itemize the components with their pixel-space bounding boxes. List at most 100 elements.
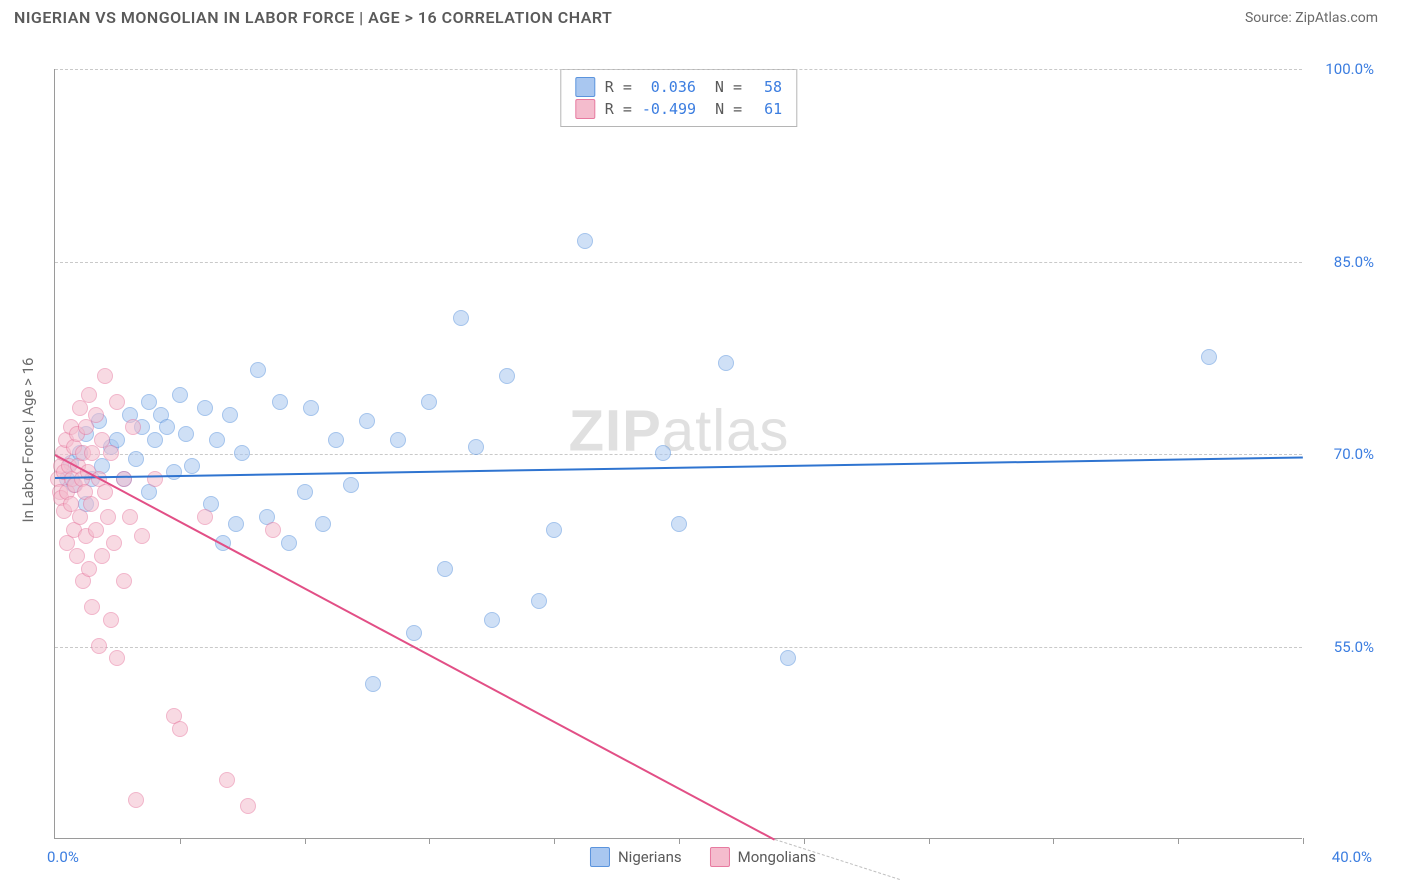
data-point	[421, 394, 437, 410]
legend-row: R =0.036 N =58	[575, 76, 782, 98]
data-point	[103, 445, 119, 461]
y-tick-label: 70.0%	[1334, 445, 1374, 463]
data-point	[499, 368, 515, 384]
data-point	[303, 400, 319, 416]
x-tick	[1303, 838, 1304, 844]
series-name: Mongolians	[738, 848, 816, 866]
data-point	[328, 432, 344, 448]
data-point	[234, 445, 250, 461]
data-point	[172, 721, 188, 737]
data-point	[1201, 349, 1217, 365]
legend-swatch	[575, 99, 595, 119]
r-value: -0.499	[642, 100, 696, 118]
y-tick-label: 100.0%	[1325, 60, 1374, 78]
series-name: Nigerians	[618, 848, 682, 866]
r-value: 0.036	[642, 78, 696, 96]
legend-swatch	[590, 847, 610, 867]
data-point	[453, 310, 469, 326]
data-point	[468, 439, 484, 455]
gridline	[55, 262, 1302, 263]
plot-region: ZIPatlas R =0.036 N =58R =-0.499 N =61 5…	[54, 69, 1302, 839]
data-point	[69, 548, 85, 564]
data-point	[343, 477, 359, 493]
data-point	[546, 522, 562, 538]
data-point	[250, 362, 266, 378]
n-value: 58	[752, 78, 782, 96]
data-point	[116, 471, 132, 487]
data-point	[178, 426, 194, 442]
data-point	[365, 676, 381, 692]
data-point	[159, 419, 175, 435]
data-point	[128, 792, 144, 808]
data-point	[147, 471, 163, 487]
data-point	[655, 445, 671, 461]
chart-title: NIGERIAN VS MONGOLIAN IN LABOR FORCE | A…	[14, 8, 612, 27]
y-tick-label: 55.0%	[1334, 638, 1374, 656]
y-tick-label: 85.0%	[1334, 253, 1374, 271]
legend-swatch	[710, 847, 730, 867]
data-point	[81, 561, 97, 577]
legend-row: R = -0.499 N = 61	[575, 98, 782, 120]
x-max-label: 40.0%	[1332, 848, 1372, 866]
data-point	[484, 612, 500, 628]
data-point	[91, 638, 107, 654]
chart-header: NIGERIAN VS MONGOLIAN IN LABOR FORCE | A…	[0, 0, 1406, 33]
gridline	[55, 69, 1302, 70]
data-point	[184, 458, 200, 474]
data-point	[103, 612, 119, 628]
data-point	[172, 387, 188, 403]
n-label: N =	[706, 78, 742, 96]
data-point	[88, 407, 104, 423]
data-point	[531, 593, 547, 609]
data-point	[116, 573, 132, 589]
data-point	[81, 387, 97, 403]
data-point	[125, 419, 141, 435]
data-point	[228, 516, 244, 532]
x-tick	[679, 838, 680, 844]
data-point	[147, 432, 163, 448]
data-point	[106, 535, 122, 551]
data-point	[209, 432, 225, 448]
data-point	[577, 233, 593, 249]
data-point	[718, 355, 734, 371]
x-tick	[305, 838, 306, 844]
data-point	[84, 599, 100, 615]
data-point	[83, 496, 99, 512]
data-point	[97, 368, 113, 384]
y-axis-label: In Labor Force | Age > 16	[19, 357, 37, 522]
data-point	[109, 650, 125, 666]
legend-swatch	[575, 77, 595, 97]
data-point	[197, 509, 213, 525]
data-point	[780, 650, 796, 666]
data-point	[219, 772, 235, 788]
data-point	[88, 522, 104, 538]
data-point	[109, 394, 125, 410]
x-tick	[1053, 838, 1054, 844]
data-point	[281, 535, 297, 551]
data-point	[272, 394, 288, 410]
x-tick	[554, 838, 555, 844]
data-point	[166, 464, 182, 480]
data-point	[141, 394, 157, 410]
data-point	[406, 625, 422, 641]
data-point	[128, 451, 144, 467]
series-legend-item: Nigerians	[590, 847, 682, 867]
data-point	[359, 413, 375, 429]
data-point	[265, 522, 281, 538]
x-tick	[804, 838, 805, 844]
x-tick	[929, 838, 930, 844]
series-legend-item: Mongolians	[710, 847, 816, 867]
x-tick	[429, 838, 430, 844]
data-point	[94, 548, 110, 564]
gridline	[55, 647, 1302, 648]
data-point	[122, 509, 138, 525]
r-label: R =	[605, 100, 632, 118]
correlation-legend: R = 0.036 N = 58 R = -0.499 N = 61	[560, 69, 797, 127]
x-tick	[180, 838, 181, 844]
data-point	[437, 561, 453, 577]
n-value: 61	[752, 100, 782, 118]
data-point	[297, 484, 313, 500]
data-point	[315, 516, 331, 532]
data-point	[390, 432, 406, 448]
n-label: N =	[706, 100, 742, 118]
